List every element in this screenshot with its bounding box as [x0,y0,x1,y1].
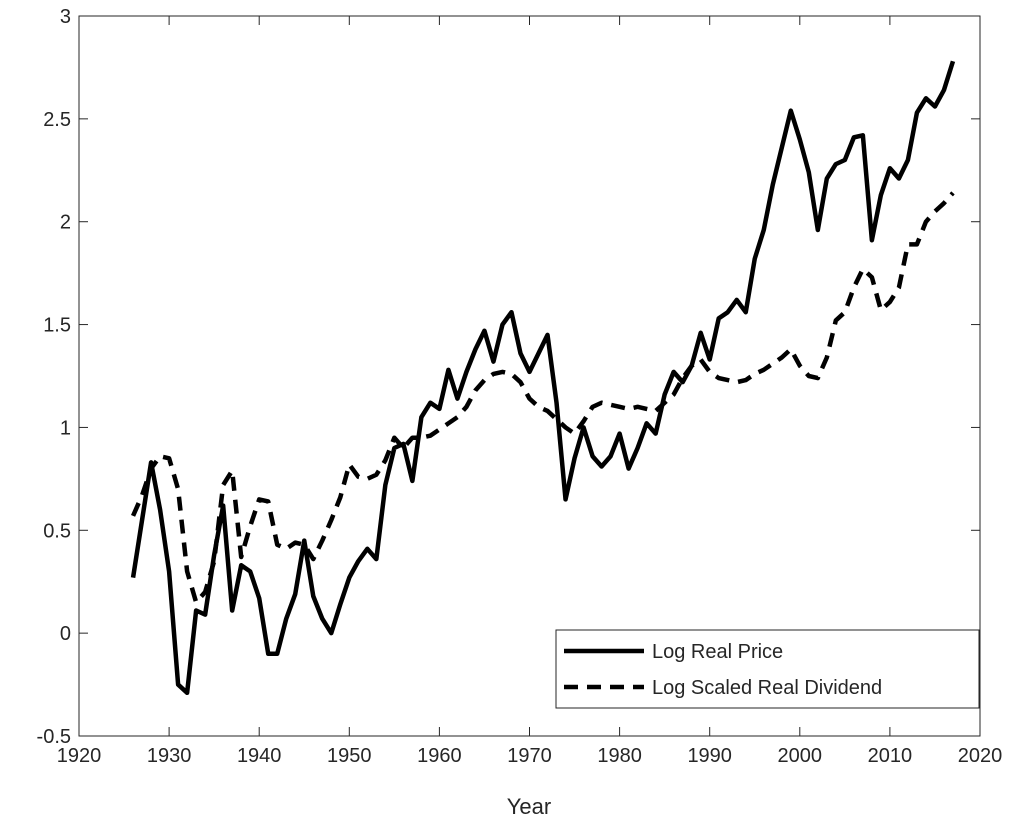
data-line [130,191,955,605]
x-tick-label: 1950 [327,745,372,767]
plot-frame [78,15,981,737]
x-tick-label: 1990 [687,745,732,767]
legend-box [555,629,980,709]
x-tick-label: 2000 [778,745,823,767]
x-tick-label: 2020 [958,745,1003,767]
x-tick-label: 1960 [417,745,462,767]
data-line [130,60,956,696]
x-tick-label: 1930 [147,745,192,767]
x-tick-label: 1920 [57,745,102,767]
y-tick-label: 3 [60,6,71,28]
x-tick-label: 2010 [868,745,913,767]
legend-label: Log Real Price [652,641,783,663]
x-tick-label: 1940 [237,745,282,767]
legend-label: Log Scaled Real Dividend [652,677,882,699]
y-tick-label: 2 [60,212,71,234]
x-axis-label: Year [507,794,551,819]
x-tick-label: 1980 [597,745,642,767]
y-tick-label: -0.5 [37,726,71,748]
y-tick-label: 2.5 [43,109,71,131]
y-tick-label: 0.5 [43,520,71,542]
y-tick-label: 1 [60,417,71,439]
x-tick-label: 1970 [507,745,552,767]
y-tick-label: 1.5 [43,315,71,337]
y-tick-label: 0 [60,623,71,645]
